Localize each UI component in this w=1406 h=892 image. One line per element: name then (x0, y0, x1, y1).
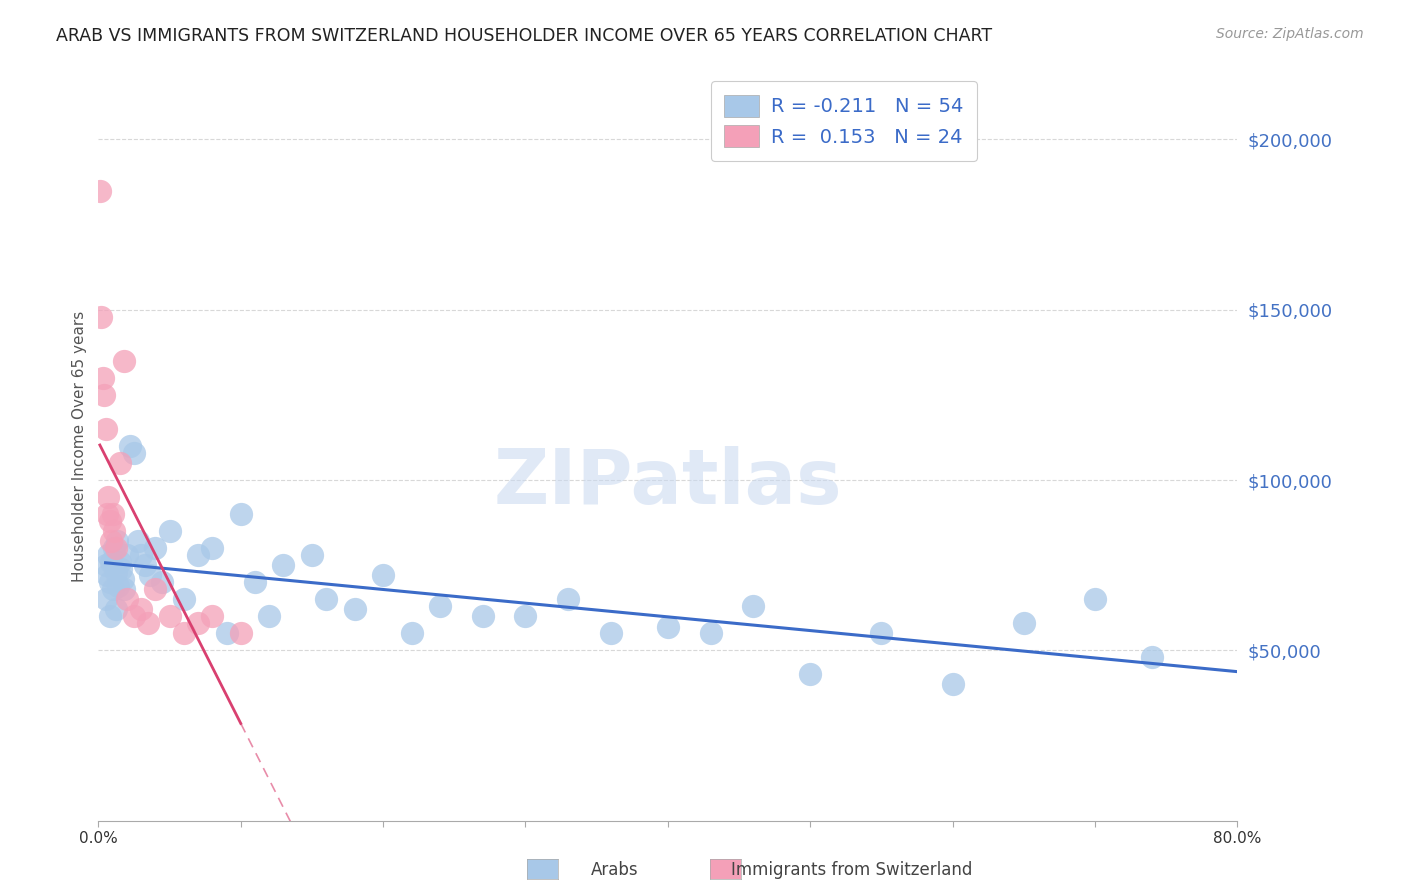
Point (515, 609, 537, 624)
Point (98, 514, 121, 528)
Point (471, 609, 494, 624)
Point (100, 534, 122, 549)
Point (201, 541, 224, 556)
Point (799, 667, 821, 681)
Point (129, 548, 152, 562)
Point (112, 582, 135, 596)
Point (118, 439, 141, 453)
Point (104, 565, 127, 579)
Point (115, 548, 138, 562)
Point (1012, 616, 1035, 631)
Point (152, 575, 174, 590)
Text: Source: ZipAtlas.com: Source: ZipAtlas.com (1216, 27, 1364, 41)
Point (273, 558, 295, 573)
Point (1140, 650, 1163, 665)
Point (104, 602, 127, 616)
Point (401, 626, 423, 640)
Point (173, 592, 195, 607)
Point (134, 558, 156, 573)
Point (127, 534, 149, 549)
Point (103, 524, 125, 538)
Text: Arabs: Arabs (591, 861, 638, 879)
Point (108, 555, 131, 569)
Point (657, 619, 679, 633)
Point (105, 534, 128, 549)
Point (600, 626, 623, 640)
Point (94, 592, 117, 607)
Point (94, 558, 117, 573)
Point (136, 616, 159, 631)
Point (98, 575, 121, 590)
Point (429, 599, 451, 613)
Y-axis label: Householder Income Over 65 years: Householder Income Over 65 years (72, 310, 87, 582)
Point (742, 599, 765, 613)
Point (229, 626, 252, 640)
Point (122, 446, 145, 460)
Point (259, 609, 281, 624)
Point (94, 422, 117, 436)
Legend: R = -0.211   N = 54, R =  0.153   N = 24: R = -0.211 N = 54, R = 0.153 N = 24 (711, 81, 977, 161)
Point (159, 609, 181, 624)
Point (699, 626, 721, 640)
Point (98, 609, 121, 624)
Point (343, 602, 366, 616)
Point (115, 592, 138, 607)
Point (103, 541, 125, 556)
Point (90, 310, 112, 324)
Point (97, 490, 120, 504)
Point (145, 582, 167, 596)
Point (315, 592, 337, 607)
Point (91, 371, 114, 385)
Point (112, 354, 135, 368)
Point (187, 616, 209, 631)
Point (942, 677, 965, 691)
Point (1084, 592, 1107, 607)
Text: ARAB VS IMMIGRANTS FROM SWITZERLAND HOUSEHOLDER INCOME OVER 65 YEARS CORRELATION: ARAB VS IMMIGRANTS FROM SWITZERLAND HOUS… (56, 27, 993, 45)
Point (122, 609, 145, 624)
Point (557, 592, 579, 607)
Point (101, 582, 124, 596)
Point (138, 568, 160, 582)
Point (93, 388, 115, 402)
Point (104, 541, 127, 556)
Point (97, 548, 120, 562)
Text: ZIPatlas: ZIPatlas (494, 447, 842, 520)
Point (111, 572, 134, 586)
Point (129, 602, 152, 616)
Point (89, 184, 111, 198)
Point (870, 626, 893, 640)
Point (145, 541, 167, 556)
Point (243, 575, 266, 590)
Text: Immigrants from Switzerland: Immigrants from Switzerland (731, 861, 973, 879)
Point (107, 579, 129, 593)
Point (215, 626, 238, 640)
Point (159, 524, 181, 538)
Point (96, 507, 118, 521)
Point (229, 507, 252, 521)
Point (96, 568, 118, 582)
Point (110, 561, 132, 575)
Point (108, 456, 131, 470)
Point (101, 507, 124, 521)
Point (173, 626, 195, 640)
Point (100, 555, 122, 569)
Point (373, 568, 395, 582)
Point (201, 609, 224, 624)
Point (301, 548, 323, 562)
Point (187, 548, 209, 562)
